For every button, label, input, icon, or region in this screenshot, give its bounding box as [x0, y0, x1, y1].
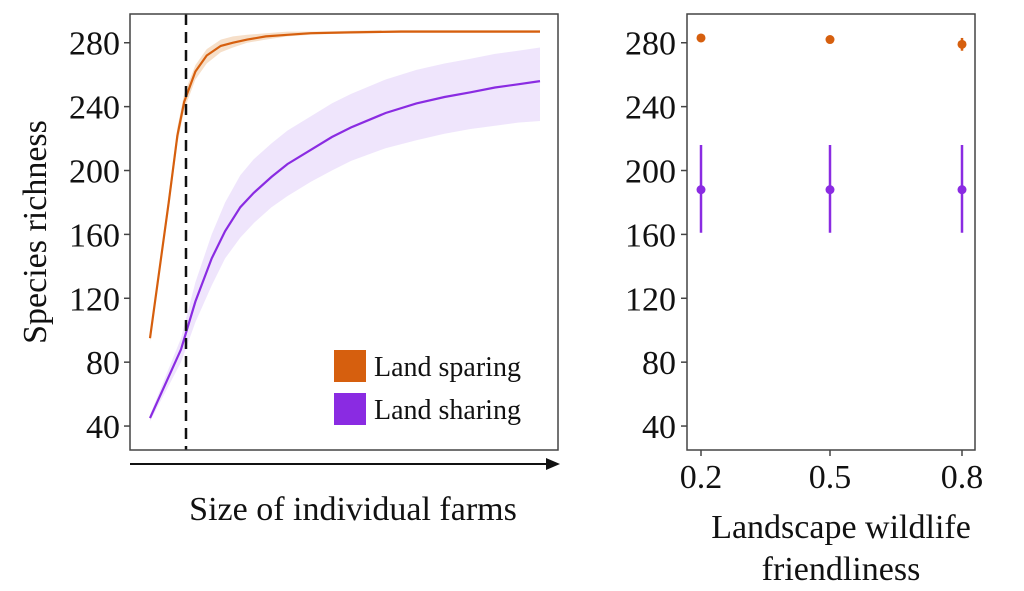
right-y-tick-label: 160	[625, 217, 676, 254]
point-land-sparing	[957, 39, 967, 49]
band-land-sharing	[150, 47, 540, 422]
right-x-axis-label-line-1: Landscape wildlife	[711, 509, 971, 546]
left-y-tick-label: 80	[86, 345, 120, 382]
right-y-tick-label: 80	[642, 345, 676, 382]
right-y-tick-label: 280	[625, 26, 676, 63]
right-y-tick-label: 40	[642, 409, 676, 446]
right-y-tick-label: 200	[625, 154, 676, 191]
left-y-tick-label: 160	[69, 217, 120, 254]
right-x-axis-label-line-2: friendliness	[762, 551, 921, 588]
x-axis-arrow-head	[546, 458, 560, 470]
line-land-sharing	[148, 80, 541, 419]
legend: Land sparing Land sharing	[334, 350, 521, 426]
right-x-tick-label: 0.5	[809, 459, 852, 496]
right-x-tick-label: 0.2	[680, 459, 723, 496]
point-land-sharing	[825, 185, 835, 195]
left-y-tick-label: 120	[69, 281, 120, 318]
point-land-sharing	[957, 185, 967, 195]
left-series-lines	[148, 30, 541, 419]
right-y-tick-label: 120	[625, 281, 676, 318]
left-y-axis-label: Species richness	[17, 120, 54, 344]
right-y-ticks: 40 80 120 160 200 240 280	[625, 26, 687, 446]
point-land-sharing	[696, 185, 706, 195]
left-x-axis-label: Size of individual farms	[189, 491, 517, 528]
left-plot-frame	[129, 13, 559, 451]
left-y-tick-label: 200	[69, 154, 120, 191]
legend-swatch-land-sparing	[334, 350, 366, 382]
right-points	[696, 33, 967, 233]
legend-label-land-sharing: Land sharing	[374, 395, 521, 426]
line-land-sparing	[148, 30, 540, 339]
right-y-tick-label: 240	[625, 90, 676, 127]
right-x-ticks: 0.2 0.5 0.8	[680, 450, 984, 496]
left-y-tick-label: 240	[69, 90, 120, 127]
right-panel: 40 80 120 160 200 240 280 0.2 0.5 0.8 Landscape …	[625, 13, 984, 588]
legend-swatch-land-sharing	[334, 393, 366, 425]
left-y-tick-label: 40	[86, 409, 120, 446]
left-panel: 40 80 120 160 200 240 280 Species richness Siz…	[17, 13, 560, 528]
legend-label-land-sparing: Land sparing	[374, 352, 521, 383]
right-plot-frame	[686, 13, 976, 451]
point-land-sparing	[825, 35, 835, 45]
left-y-tick-label: 280	[69, 26, 120, 63]
left-confidence-bands	[150, 30, 540, 422]
right-x-tick-label: 0.8	[941, 459, 984, 496]
point-land-sparing	[696, 33, 706, 43]
left-y-ticks: 40 80 120 160 200 240 280	[69, 26, 130, 446]
